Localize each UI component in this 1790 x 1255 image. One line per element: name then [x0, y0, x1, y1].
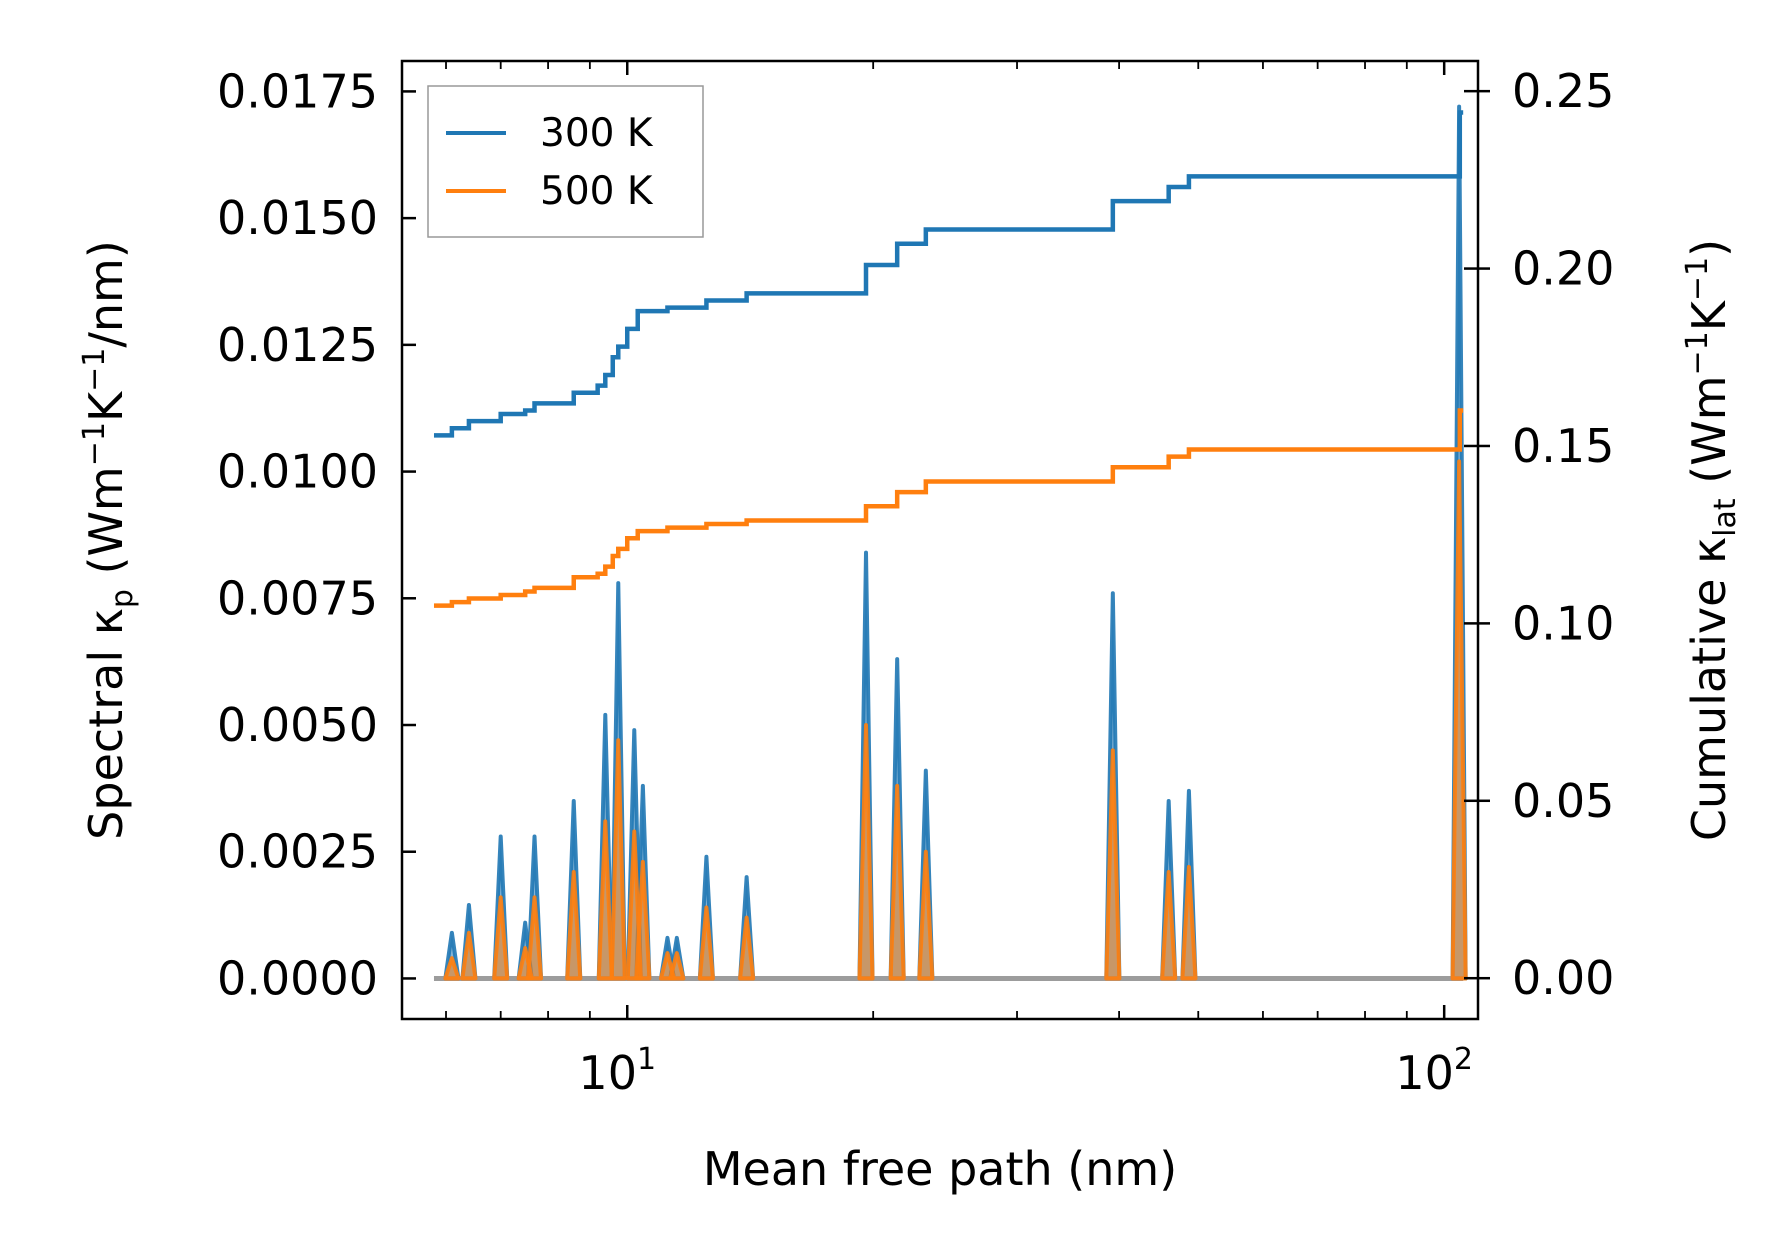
y-right-tick-label: 0.10 [1512, 596, 1614, 650]
y-right-tick-label: 0.20 [1512, 242, 1614, 296]
spectral-peak-500k [460, 930, 478, 981]
spectral-peak-500k [443, 956, 461, 981]
ticks-layer: 101 102 0.0000 0.0025 0.0050 0.0075 0.0100 0.01… [217, 61, 1614, 1100]
cumulative-line-300k [433, 110, 1464, 438]
spectral-peak-500k [697, 905, 715, 981]
legend-box [427, 85, 704, 238]
y-left-tick-label: 0.0100 [217, 445, 378, 499]
spectral-peak-500k [1180, 864, 1198, 981]
y-left-tick-label: 0.0075 [217, 571, 378, 625]
spectral-peak-500k [738, 915, 756, 981]
spectral-peak-500k [525, 895, 544, 981]
cumulative-layer [433, 110, 1464, 608]
spectral-peak-500k [492, 895, 510, 981]
spectral-peak-500k [1450, 459, 1468, 981]
y-left-tick-label: 0.0175 [217, 64, 378, 118]
y-right-axis-title: Cumulative κlat (Wm−1K−1) [1680, 239, 1743, 841]
y-left-tick-label: 0.0050 [217, 698, 378, 752]
y-left-tick-label: 0.0025 [217, 825, 378, 879]
y-left-tick-label: 0.0000 [217, 951, 378, 1005]
spectral-peak-500k [857, 723, 875, 981]
y-right-tick-label: 0.05 [1512, 774, 1614, 828]
spectral-peak-500k [888, 783, 906, 981]
spectral-peak-500k [634, 859, 652, 981]
spectral-peak-500k [1160, 870, 1178, 981]
y-right-tick-label: 0.25 [1512, 64, 1614, 118]
y-left-axis-title: Spectral κp (Wm−1K−1/nm) [77, 240, 140, 840]
plot-frame [400, 59, 1480, 1021]
y-left-tick-label: 0.0150 [217, 191, 378, 245]
spectral-layer [433, 104, 1468, 981]
y-right-tick-label: 0.15 [1512, 419, 1614, 473]
legend: 300 K 500 K [427, 85, 704, 238]
spectral-peak-500k [668, 951, 686, 981]
x-tick-label: 101 [578, 1042, 656, 1100]
spectral-peak-500k [565, 870, 583, 981]
y-right-tick-label: 0.00 [1512, 951, 1614, 1005]
legend-label-300k: 300 K [540, 111, 654, 156]
legend-label-500k: 500 K [540, 169, 654, 214]
cumulative-line-500k [433, 408, 1464, 608]
spectral-peak-500k [609, 738, 627, 981]
spectral-peak-500k [1104, 748, 1122, 981]
x-axis-title: Mean free path (nm) [703, 1142, 1177, 1196]
x-tick-label: 102 [1395, 1042, 1473, 1100]
spectral-peak-500k [917, 849, 935, 981]
y-left-tick-label: 0.0125 [217, 318, 378, 372]
spectral-peak-500k [596, 819, 614, 981]
